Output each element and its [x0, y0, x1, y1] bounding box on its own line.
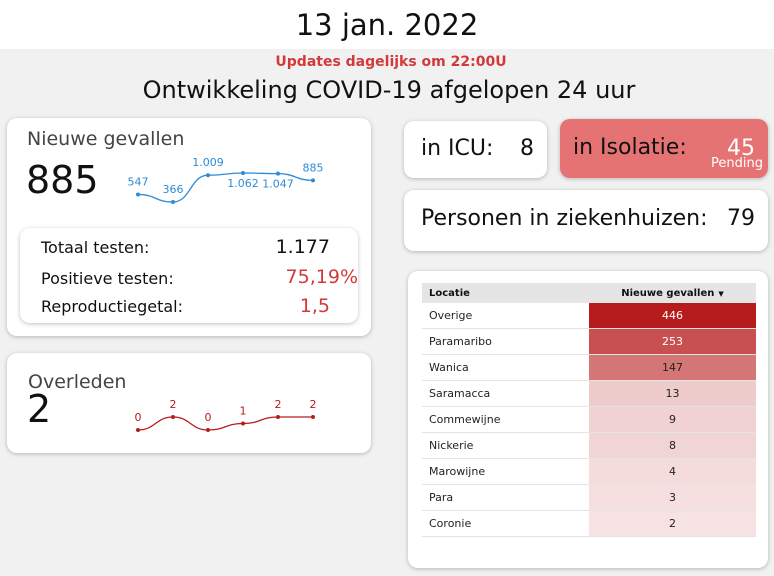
sparkline-line [137, 172, 314, 203]
location-cell: Wanica [422, 354, 589, 382]
location-cell: Para [422, 484, 589, 511]
deaths-sparkline: 0 2 0 1 2 2 [135, 398, 317, 432]
hospital-value: 79 [727, 206, 755, 231]
icu-card: in ICU: 8 [404, 121, 547, 178]
sparkline-point [206, 428, 210, 432]
new-cases-title: Nieuwe gevallen [27, 128, 185, 150]
sparkline-label: 2 [170, 398, 177, 411]
isolation-pending-note: Pending [711, 156, 763, 171]
sparkline-point [311, 178, 315, 183]
sparkline-point [171, 415, 175, 419]
sparkline-label: 1.009 [192, 156, 224, 169]
sparkline-point [136, 428, 140, 432]
deaths-value: 2 [27, 387, 52, 431]
sort-descending-icon[interactable]: ▼ [718, 289, 724, 298]
sparkline-point [241, 421, 245, 426]
table-row: Overige 446 [422, 303, 756, 330]
page-date: 13 jan. 2022 [295, 8, 479, 42]
table-row: Wanica 147 [422, 354, 756, 382]
column-header-new-cases[interactable]: Nieuwe gevallen ▼ [589, 283, 756, 303]
cases-cell: 4 [589, 458, 756, 485]
sparkline-label: 366 [163, 183, 184, 196]
page-subtitle: Ontwikkeling COVID-19 afgelopen 24 uur [142, 76, 636, 104]
isolation-card: in Isolatie: 45 Pending [560, 119, 768, 178]
new-cases-card: Nieuwe gevallen 885 547 366 1.009 1.062 1.04… [7, 118, 371, 336]
sparkline-label: 0 [205, 411, 212, 424]
positive-tests-value: 75,19% [285, 266, 358, 288]
cases-cell: 253 [589, 328, 756, 356]
sparkline-label: 1.047 [262, 178, 294, 191]
sparkline-label: 2 [275, 398, 282, 411]
location-cell: Overige [422, 303, 589, 330]
cases-cell: 9 [589, 406, 756, 433]
location-cell: Marowijne [422, 458, 589, 485]
icu-value: 8 [520, 136, 534, 161]
tests-panel: Totaal testen: 1.177 Positieve testen: 7… [20, 228, 358, 323]
sparkline-point [136, 192, 140, 197]
reproduction-value: 1,5 [299, 295, 330, 317]
sparkline-line [137, 416, 313, 431]
positive-tests-label: Positieve testen: [41, 269, 174, 288]
cases-cell: 8 [589, 432, 756, 459]
column-header-location[interactable]: Locatie [422, 283, 589, 303]
hospital-label: Personen in ziekenhuizen: [421, 206, 708, 231]
isolation-value: 45 [727, 136, 755, 161]
location-cell: Commewijne [422, 406, 589, 433]
table-row: Saramacca 13 [422, 380, 756, 408]
location-cell: Nickerie [422, 432, 589, 459]
sparkline-label: 2 [310, 398, 317, 411]
column-header-new-cases-label: Nieuwe gevallen [621, 287, 715, 299]
location-cell: Paramaribo [422, 328, 589, 356]
cases-cell: 3 [589, 484, 756, 511]
sparkline-point [241, 171, 245, 175]
cases-cell: 147 [589, 354, 756, 382]
cases-cell: 13 [589, 380, 756, 408]
table-row: Coronie 2 [422, 510, 756, 537]
location-table: Locatie Nieuwe gevallen ▼ Overige 446 Param… [422, 283, 756, 537]
sparkline-label: 885 [303, 161, 324, 174]
table-row: Paramaribo 253 [422, 328, 756, 356]
table-row: Marowijne 4 [422, 458, 756, 485]
sparkline-label: 1.062 [227, 177, 259, 190]
sparkline-label: 0 [135, 411, 142, 424]
sparkline-point [311, 415, 315, 419]
sparkline-point [171, 200, 175, 204]
column-header-location-label: Locatie [429, 287, 470, 299]
location-cell: Coronie [422, 510, 589, 537]
sparkline-point [206, 173, 210, 178]
reproduction-label: Reproductiegetal: [41, 297, 183, 316]
table-row: Nickerie 8 [422, 432, 756, 459]
updates-notice: Updates dagelijks om 22:00U [275, 54, 507, 70]
sparkline-label: 1 [240, 405, 247, 418]
table-header-row: Locatie Nieuwe gevallen ▼ [422, 283, 756, 303]
sparkline-point [276, 415, 280, 419]
sparkline-point [276, 171, 280, 176]
top-bar [0, 0, 774, 49]
cases-cell: 446 [589, 303, 756, 330]
table-row: Para 3 [422, 484, 756, 511]
icu-label: in ICU: [421, 136, 494, 161]
total-tests-label: Totaal testen: [41, 238, 150, 257]
cases-cell: 2 [589, 510, 756, 537]
total-tests-value: 1.177 [275, 236, 330, 258]
deaths-card: Overleden 2 0 2 0 1 2 2 [7, 353, 371, 453]
new-cases-value: 885 [26, 158, 99, 202]
isolation-label: in Isolatie: [573, 135, 687, 160]
hospital-card: Personen in ziekenhuizen: 79 [404, 190, 768, 251]
location-cell: Saramacca [422, 380, 589, 408]
deaths-title: Overleden [28, 371, 127, 393]
sparkline-label: 547 [128, 175, 149, 188]
table-row: Commewijne 9 [422, 406, 756, 433]
